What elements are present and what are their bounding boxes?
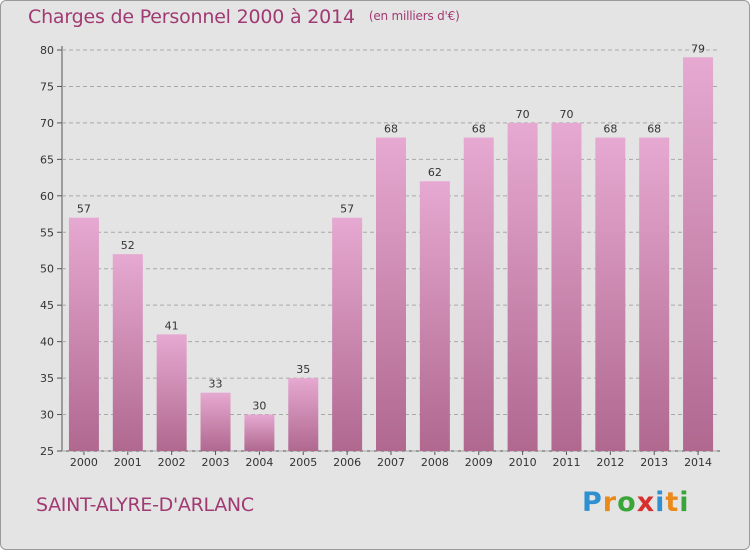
x-tick-label: 2012 bbox=[596, 456, 624, 469]
bar-2004 bbox=[244, 414, 275, 451]
bar-value-label: 41 bbox=[165, 319, 179, 332]
y-tick-label: 25 bbox=[40, 445, 54, 458]
x-tick-label: 2010 bbox=[509, 456, 537, 469]
bar-value-label: 70 bbox=[559, 108, 573, 121]
bar-value-label: 57 bbox=[77, 203, 91, 216]
x-tick-label: 2001 bbox=[114, 456, 142, 469]
y-tick-label: 80 bbox=[40, 44, 54, 57]
bar-value-label: 30 bbox=[252, 400, 266, 413]
bar-value-label: 68 bbox=[647, 122, 661, 135]
y-tick-label: 60 bbox=[40, 190, 54, 203]
logo-letter: x bbox=[636, 487, 656, 518]
x-tick-label: 2011 bbox=[552, 456, 580, 469]
bar-2001 bbox=[112, 254, 143, 451]
bar-value-label: 70 bbox=[516, 108, 530, 121]
bars bbox=[68, 57, 714, 452]
data-labels: 57 52 41 33 30 35 57 68 62 68 70 70 68 68 79 bbox=[77, 42, 705, 412]
bar-value-label: 68 bbox=[384, 122, 398, 135]
bar-value-label: 52 bbox=[121, 239, 135, 252]
bar-2013 bbox=[639, 137, 670, 451]
x-tick-label: 2002 bbox=[158, 456, 186, 469]
y-tick-label: 55 bbox=[40, 226, 54, 239]
bar-2003 bbox=[200, 392, 231, 451]
bar-2010 bbox=[507, 122, 538, 451]
y-tick-label: 30 bbox=[40, 409, 54, 422]
x-tick-label: 2007 bbox=[377, 456, 405, 469]
y-tick-label: 40 bbox=[40, 336, 54, 349]
bar-value-label: 35 bbox=[296, 363, 310, 376]
proxiti-logo[interactable]: Proxiti bbox=[582, 487, 690, 518]
x-tick-label: 2009 bbox=[465, 456, 493, 469]
x-tick-label: 2008 bbox=[421, 456, 449, 469]
bar-2007 bbox=[376, 137, 406, 451]
bar-value-label: 57 bbox=[340, 203, 354, 216]
y-tick-label: 45 bbox=[40, 299, 54, 312]
bar-value-label: 68 bbox=[603, 122, 617, 135]
bar-2005 bbox=[288, 378, 319, 451]
logo-letter: r bbox=[602, 487, 618, 518]
chart-title-text: Charges de Personnel 2000 à 2014 bbox=[28, 6, 355, 28]
x-tick-label: 2003 bbox=[202, 456, 230, 469]
bar-2014 bbox=[683, 57, 714, 452]
bar-2008 bbox=[419, 181, 450, 451]
bar-value-label: 62 bbox=[428, 166, 442, 179]
bar-value-label: 33 bbox=[209, 378, 223, 391]
commune-name: SAINT-ALYRE-D'ARLANC bbox=[36, 494, 254, 516]
x-tick-label: 2000 bbox=[70, 456, 98, 469]
logo-letter: P bbox=[582, 487, 603, 518]
bar-2000 bbox=[68, 217, 99, 451]
y-tick-label: 70 bbox=[40, 117, 54, 130]
x-tick-label: 2004 bbox=[245, 456, 273, 469]
bar-2011 bbox=[551, 122, 582, 451]
bar-2006 bbox=[332, 217, 363, 451]
bar-2012 bbox=[595, 137, 626, 451]
logo-letter: t bbox=[665, 487, 680, 518]
x-tick-label: 2005 bbox=[289, 456, 317, 469]
x-tick-label: 2013 bbox=[640, 456, 668, 469]
logo-letter: i bbox=[679, 487, 690, 518]
y-tick-label: 75 bbox=[40, 80, 54, 93]
x-tick-label: 2006 bbox=[333, 456, 361, 469]
bar-2009 bbox=[463, 137, 494, 451]
y-tick-label: 35 bbox=[40, 372, 54, 385]
logo-letter: o bbox=[617, 487, 637, 518]
chart-unit: (en milliers d'€) bbox=[368, 9, 460, 23]
logo-letter: i bbox=[655, 487, 666, 518]
chart-title: Charges de Personnel 2000 à 2014 (en mill… bbox=[28, 6, 460, 28]
y-tick-label: 50 bbox=[40, 263, 54, 276]
bar-value-label: 68 bbox=[472, 122, 486, 135]
y-tick-label: 65 bbox=[40, 153, 54, 166]
bar-value-label: 79 bbox=[691, 42, 705, 55]
x-tick-label: 2014 bbox=[684, 456, 712, 469]
bar-2002 bbox=[156, 334, 187, 451]
